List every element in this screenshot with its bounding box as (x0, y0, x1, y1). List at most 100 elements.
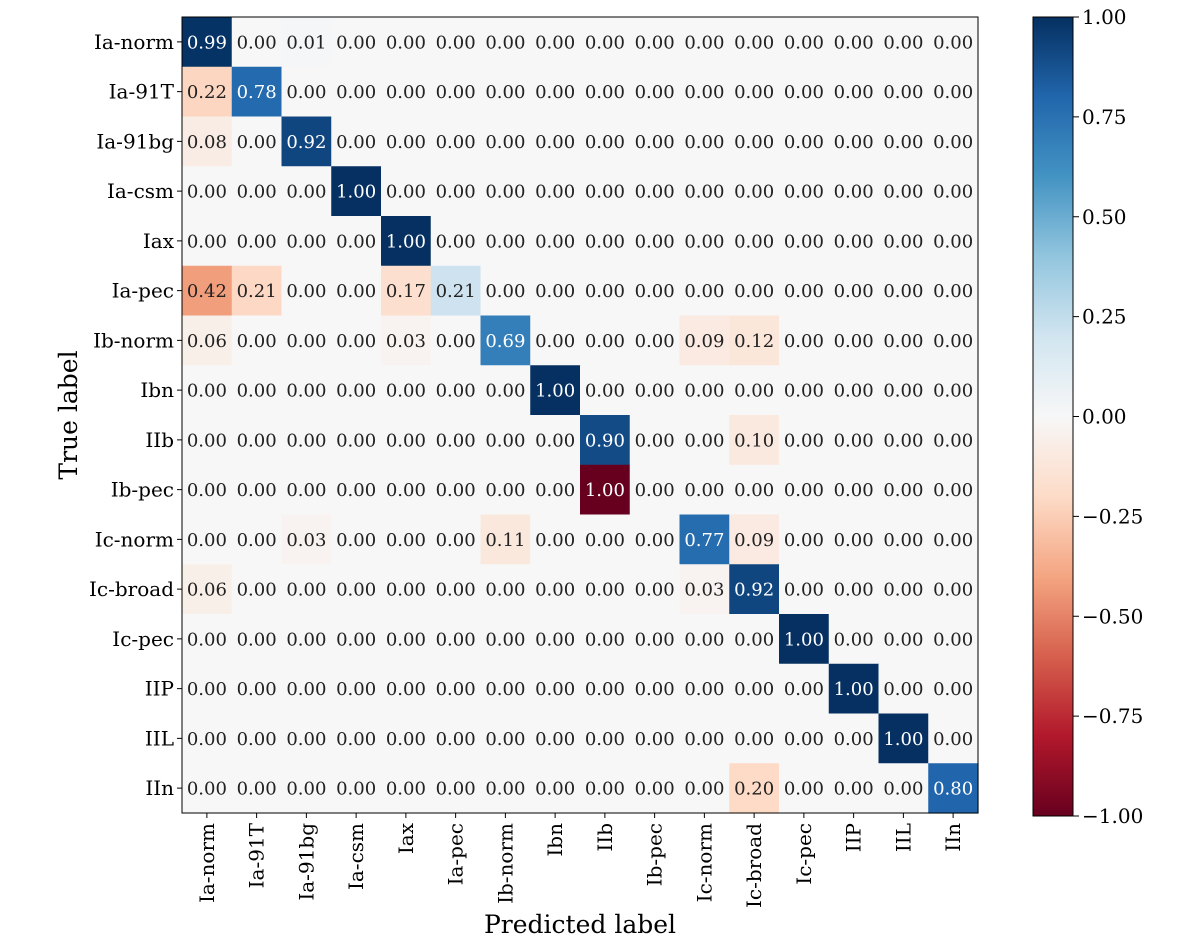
cell-value-label: 0.00 (336, 82, 376, 103)
cell-value-label: 0.00 (485, 82, 525, 103)
heatmap-cell (331, 564, 382, 615)
heatmap-cell (679, 365, 730, 416)
heatmap-cell (729, 265, 780, 317)
cell-value-label: 0.00 (386, 82, 426, 103)
cell-value-label: 0.00 (784, 430, 824, 451)
cell-value-label: 0.00 (386, 430, 426, 451)
heatmap-cell (381, 514, 432, 565)
cell-value-label: 0.00 (386, 182, 426, 203)
heatmap-cell (878, 116, 929, 167)
cell-value-label: 0.00 (933, 231, 973, 252)
heatmap-cell (679, 216, 730, 267)
heatmap-cell (679, 166, 730, 217)
x-tick-label: IIn (941, 823, 965, 852)
cell-value-label: 0.00 (834, 32, 874, 53)
heatmap-cell (281, 514, 332, 565)
heatmap-cell (580, 265, 631, 317)
heatmap-cell (480, 216, 531, 267)
cell-value-label: 0.00 (535, 480, 575, 501)
x-tick-label: IIL (891, 823, 915, 852)
cell-value-label: 0.69 (485, 331, 525, 352)
cell-value-label: 0.00 (535, 580, 575, 601)
cell-value-label: 0.99 (187, 32, 227, 53)
cell-value-label: 0.00 (286, 82, 326, 103)
heatmap-cell (629, 17, 681, 68)
heatmap-cell (580, 713, 631, 764)
cell-value-label: 0.00 (535, 530, 575, 551)
heatmap-cell (480, 365, 531, 416)
colorbar: 1.00 0.75 0.50 0.25 0.00 −0.25 −0.50 −0.75 −1.00 (1032, 5, 1143, 828)
cell-value-label: 0.00 (883, 679, 923, 700)
cell-value-label: 0.00 (635, 281, 675, 302)
cell-value-label: 0.00 (485, 580, 525, 601)
cell-value-label: 0.00 (585, 182, 625, 203)
cell-value-label: 0.00 (237, 480, 277, 501)
cell-value-label: 0.00 (535, 629, 575, 650)
cell-value-label: 0.08 (187, 132, 227, 153)
cell-value-label: 0.00 (187, 381, 227, 402)
cell-value-label: 0.00 (187, 480, 227, 501)
x-axis-ticks: Ia-norm Ia-91T Ia-91bg Ia-csm Iax Ia-pec Ib-no… (195, 813, 965, 908)
heatmap-cell (530, 464, 581, 516)
cell-value-label: 0.06 (187, 580, 227, 601)
cell-value-label: 0.00 (436, 779, 476, 800)
heatmap-cell (381, 315, 432, 366)
heatmap-cell (629, 564, 681, 615)
heatmap-cell (878, 514, 929, 565)
cell-value-label: 0.00 (585, 132, 625, 153)
cell-value-label: 0.00 (834, 82, 874, 103)
heatmap-cell (480, 265, 531, 317)
heatmap-cell (878, 614, 929, 665)
heatmap-cell (779, 166, 830, 217)
cell-value-label: 0.20 (734, 779, 774, 800)
cell-value-label: 0.00 (784, 580, 824, 601)
heatmap-cell (331, 663, 382, 715)
heatmap-cell (779, 464, 830, 516)
cell-value-label: 0.21 (436, 281, 476, 302)
cell-value-label: 0.06 (187, 331, 227, 352)
heatmap-cell (828, 17, 880, 68)
heatmap-cell (530, 713, 581, 764)
cell-value-label: 0.00 (784, 480, 824, 501)
cell-value-label: 0.00 (336, 779, 376, 800)
x-tick-label: Ib-pec (643, 823, 667, 886)
cell-value-label: 0.00 (635, 779, 675, 800)
cell-value-label: 0.00 (635, 381, 675, 402)
cell-value-label: 0.00 (436, 182, 476, 203)
cell-value-label: 0.00 (635, 331, 675, 352)
cell-value-label: 0.00 (635, 580, 675, 601)
cell-value-label: 0.00 (485, 729, 525, 750)
cell-value-label: 0.00 (933, 132, 973, 153)
heatmap-cell (928, 514, 979, 565)
heatmap-cell (828, 514, 880, 565)
heatmap-cell (629, 514, 681, 565)
cell-value-label: 0.00 (883, 779, 923, 800)
cell-value-label: 0.00 (834, 729, 874, 750)
heatmap-cell (182, 514, 233, 565)
heatmap-cell (729, 713, 780, 764)
cell-value-label: 0.00 (834, 779, 874, 800)
heatmap-cell (779, 614, 830, 665)
heatmap-cell (629, 66, 681, 118)
cell-value-label: 0.00 (336, 480, 376, 501)
heatmap-cell (779, 265, 830, 317)
x-tick-label: Ib-norm (493, 823, 517, 904)
cell-value-label: 0.00 (834, 629, 874, 650)
heatmap-cell (430, 365, 482, 416)
heatmap-cell (281, 614, 332, 665)
cell-value-label: 0.00 (784, 132, 824, 153)
heatmap-cell (480, 464, 531, 516)
cell-value-label: 0.00 (734, 132, 774, 153)
cell-value-label: 0.00 (883, 281, 923, 302)
cell-value-label: 0.00 (187, 779, 227, 800)
cell-value-label: 0.00 (883, 381, 923, 402)
heatmap-cell (779, 514, 830, 565)
cell-value-label: 0.00 (187, 231, 227, 252)
y-tick-label: Ia-91bg (96, 129, 174, 153)
heatmap-cell (928, 365, 979, 416)
heatmap-cell (430, 713, 482, 764)
cell-value-label: 0.22 (187, 82, 227, 103)
heatmap-cell (629, 315, 681, 366)
cell-value-label: 0.17 (386, 281, 426, 302)
heatmap-cell (381, 17, 432, 68)
